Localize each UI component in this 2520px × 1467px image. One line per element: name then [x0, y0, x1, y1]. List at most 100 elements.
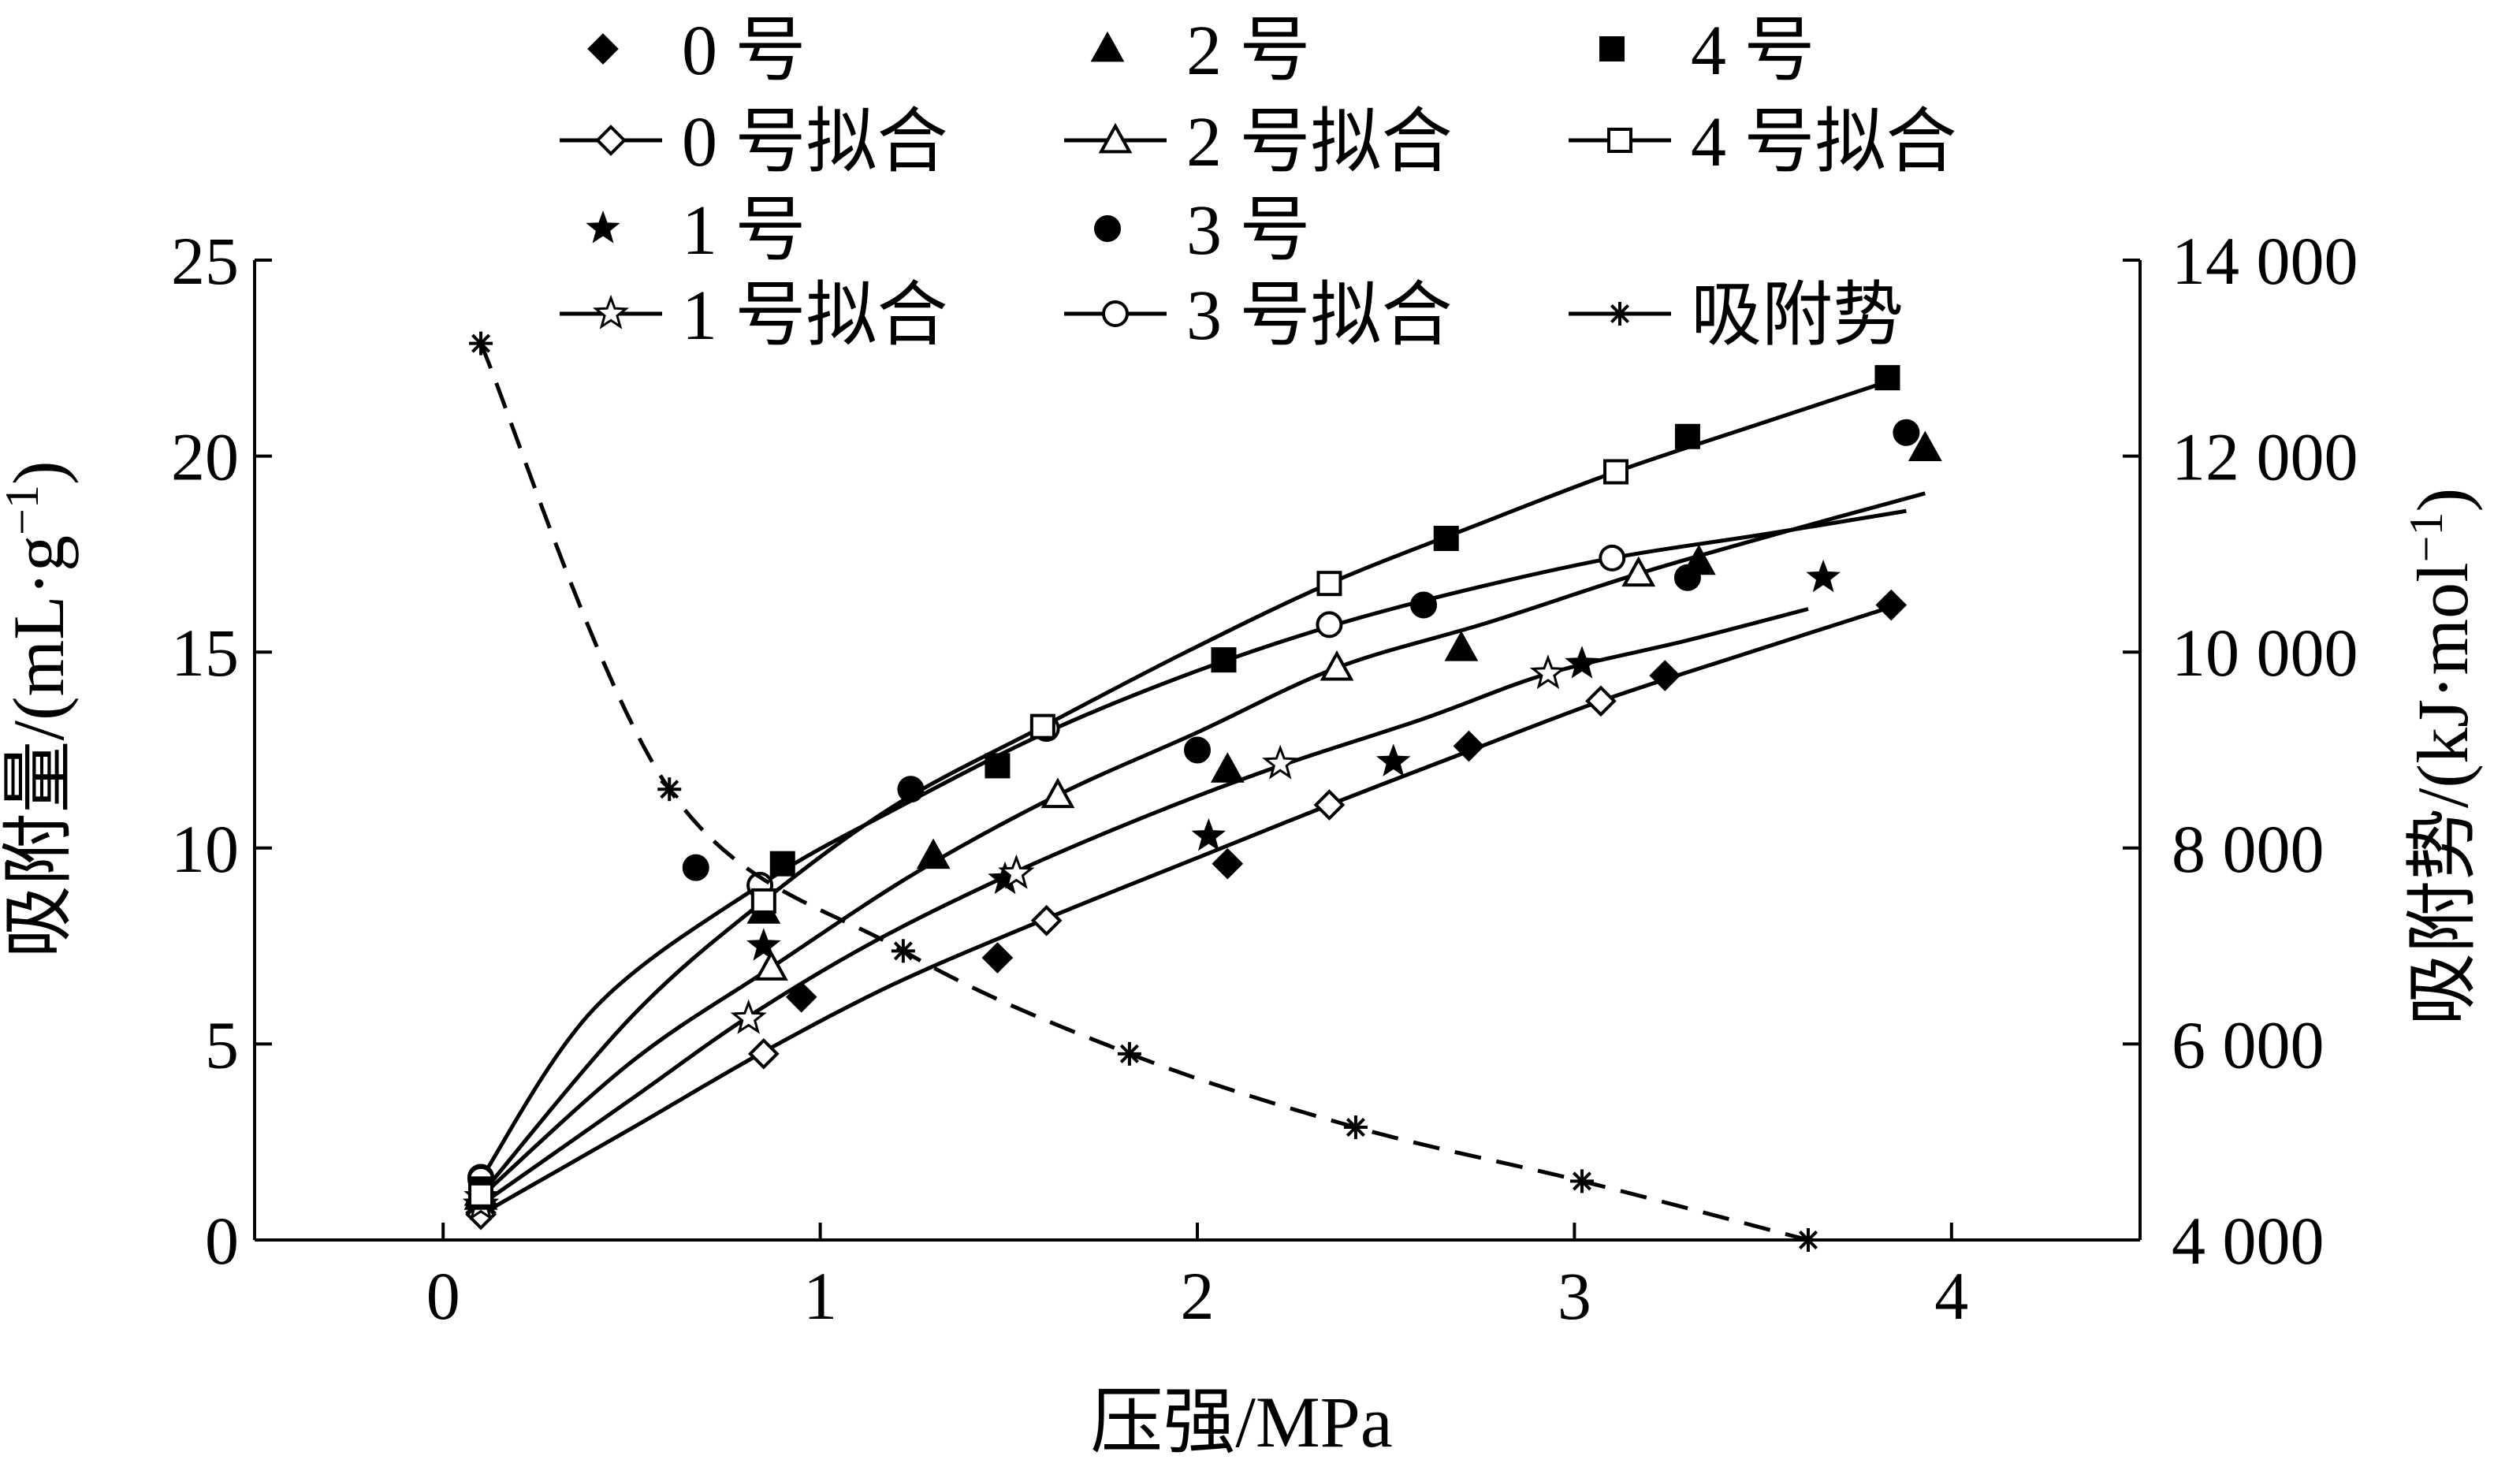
y-right-tick-label: 4 000 — [2172, 1203, 2325, 1279]
fit-marker — [1316, 571, 1342, 597]
data-point — [916, 838, 951, 869]
series-0 — [465, 589, 1908, 1229]
legend-marker — [1607, 128, 1632, 153]
legend: 0 号 2 号 4 号 0 号拟合 2 号拟合 4 号拟合 1 号 3 号 1 号拟合 3 号拟合… — [560, 12, 1957, 355]
x-tick-label: 4 — [1934, 1258, 1968, 1334]
fit-marker — [730, 999, 767, 1034]
data-point — [1875, 589, 1908, 621]
fit-marker — [1320, 650, 1354, 681]
data-point — [1673, 564, 1701, 591]
y-axis-right-title-base: 吸附势/(kJ·mol — [2403, 562, 2483, 1026]
legend-marker-stroke — [1610, 303, 1630, 324]
legend-label: 3 号 — [1186, 192, 1311, 270]
legend-label: 吸附势 — [1691, 277, 1904, 355]
legend-item: 4 号 — [1599, 12, 1815, 90]
data-point — [785, 981, 817, 1013]
fit-marker — [748, 1038, 780, 1070]
legend-item: 0 号拟合 — [560, 103, 948, 181]
fit-marker — [1040, 777, 1075, 809]
legend-label: 2 号 — [1186, 12, 1311, 90]
x-axis-title: 压强/MPa — [1090, 1382, 1392, 1462]
data-point — [1908, 430, 1942, 462]
data-point — [1444, 631, 1479, 661]
legend-label: 1 号拟合 — [682, 277, 948, 355]
legend-item: 4 号拟合 — [1569, 103, 1957, 181]
legend-label: 4 号拟合 — [1691, 103, 1957, 181]
legend-marker — [1090, 31, 1125, 62]
legend-item: 2 号拟合 — [1064, 103, 1453, 181]
y-right-tick-label: 10 000 — [2172, 615, 2358, 691]
adsorption-potential-point — [657, 777, 682, 802]
series-7 — [467, 508, 1907, 1193]
fit-marker — [1603, 459, 1629, 485]
fit-marker — [1585, 685, 1617, 717]
fit-marker — [998, 854, 1035, 889]
y-axis-left-title-sup: −1 — [0, 485, 48, 535]
adsorption-potential-point — [1343, 1115, 1368, 1140]
y-left-tick-label: 0 — [205, 1203, 239, 1279]
legend-marker — [1094, 215, 1121, 242]
fit-curve — [478, 508, 1907, 1181]
legend-item: 1 号拟合 — [560, 277, 948, 355]
data-point — [769, 851, 795, 877]
adsorption-potential-point-stroke — [1572, 1171, 1591, 1191]
legend-marker — [1098, 122, 1133, 154]
legend-marker — [595, 125, 627, 156]
x-tick-label: 2 — [1181, 1258, 1215, 1334]
fit-curve — [479, 605, 1893, 1216]
axis-ticks: 0 1 2 3 4 0 5 10 15 20 25 4 000 6 000 8 000 10 000 12 0… — [171, 223, 2358, 1334]
data-point — [1893, 419, 1920, 446]
fit-marker — [1313, 789, 1346, 821]
series-1 — [465, 605, 1893, 1231]
series-3 — [462, 607, 1809, 1220]
legend-label: 0 号拟合 — [682, 103, 948, 181]
fit-marker — [468, 1182, 494, 1208]
y-right-tick-label: 8 000 — [2172, 811, 2325, 887]
fit-curve — [479, 491, 1926, 1199]
legend-label: 3 号拟合 — [1186, 277, 1453, 355]
series-9 — [468, 379, 1889, 1208]
y-axis-left-title: 吸附量/(mL·g−1) — [0, 460, 79, 958]
data-point — [1191, 818, 1226, 851]
y-left-tick-label: 10 — [171, 811, 239, 887]
data-point — [1211, 647, 1237, 673]
adsorption-potential-point — [1569, 1169, 1594, 1193]
legend-label: 0 号 — [682, 12, 806, 90]
series-10 — [469, 331, 1821, 1252]
data-point — [981, 942, 1014, 974]
series-layer — [462, 331, 1942, 1252]
fit-marker — [1529, 654, 1566, 690]
y-left-tick-label: 20 — [171, 419, 239, 495]
fit-curve — [479, 607, 1809, 1207]
fit-marker — [1316, 611, 1343, 639]
adsorption-potential-point-stroke — [471, 333, 491, 353]
fit-marker — [1599, 544, 1626, 572]
data-point — [1212, 847, 1244, 880]
legend-marker — [1608, 302, 1632, 326]
fit-marker — [754, 950, 788, 981]
legend-item: 2 号 — [1090, 12, 1311, 90]
y-axis-right-title-end: ) — [2403, 488, 2483, 512]
legend-item: 3 号拟合 — [1064, 277, 1453, 355]
y-left-tick-label: 5 — [205, 1007, 239, 1082]
adsorption-potential-curve — [478, 342, 1809, 1242]
y-axis-left-title-base: 吸附量/(mL·g — [0, 535, 79, 959]
legend-marker — [587, 33, 619, 65]
fit-marker — [750, 888, 776, 914]
y-axis-right-title-sup: −1 — [2400, 512, 2452, 563]
legend-marker — [592, 294, 630, 330]
legend-marker — [1599, 36, 1625, 61]
legend-marker — [1102, 300, 1129, 327]
adsorption-potential-point — [1796, 1228, 1821, 1252]
legend-marker — [586, 210, 620, 244]
fit-marker — [1029, 713, 1055, 739]
fit-curve — [479, 379, 1889, 1197]
adsorption-potential-point-stroke — [1119, 1044, 1139, 1063]
y-axis-left-title-end: ) — [0, 460, 79, 485]
adsorption-potential-point-stroke — [893, 941, 913, 961]
data-point — [746, 928, 781, 961]
data-point — [985, 753, 1011, 779]
y-right-tick-label: 12 000 — [2172, 419, 2358, 495]
series-6 — [467, 419, 1920, 1191]
